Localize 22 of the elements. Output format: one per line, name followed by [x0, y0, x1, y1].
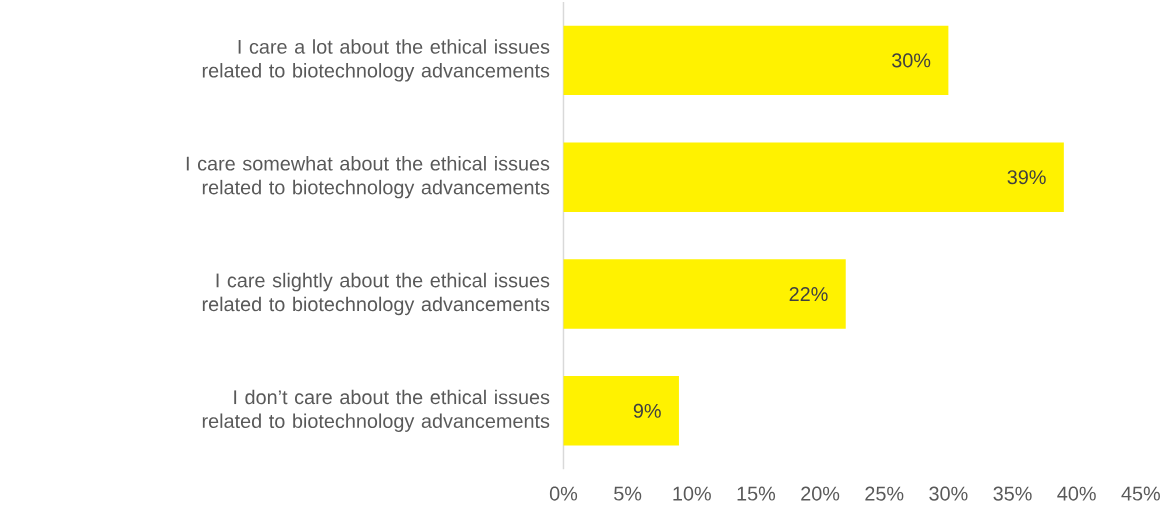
data-label: 39%	[1007, 170, 1046, 185]
bar	[563, 25, 949, 96]
y-tick-label: I care a lot about the ethical issues related to biotechnology advancements	[202, 39, 550, 82]
x-tick-label: 15%	[737, 486, 776, 501]
y-tick-label: I care slightly about the ethical issues related to biotechnology advancements	[202, 272, 550, 316]
y-tick-label: I care somewhat about the ethical issues related to biotechnology advancements	[186, 156, 550, 199]
y-tick-label: I don’t care about the ethical issues related to biotechnology advancements	[202, 389, 550, 433]
x-tick-label: 20%	[801, 486, 840, 501]
bar	[563, 142, 1064, 212]
data-label: 30%	[892, 53, 931, 68]
bar	[563, 259, 846, 329]
x-tick-label: 35%	[993, 486, 1032, 501]
data-label: 22%	[789, 287, 828, 302]
x-tick-label: 40%	[1057, 486, 1096, 501]
x-tick-label: 25%	[865, 486, 904, 501]
x-tick-label: 30%	[929, 486, 968, 501]
x-tick-label: 10%	[673, 486, 711, 501]
bar	[563, 376, 679, 446]
data-label: 9%	[633, 403, 661, 418]
x-tick-label: 0%	[549, 486, 578, 501]
x-tick-label: 45%	[1121, 486, 1160, 501]
x-tick-label: 5%	[614, 486, 642, 501]
